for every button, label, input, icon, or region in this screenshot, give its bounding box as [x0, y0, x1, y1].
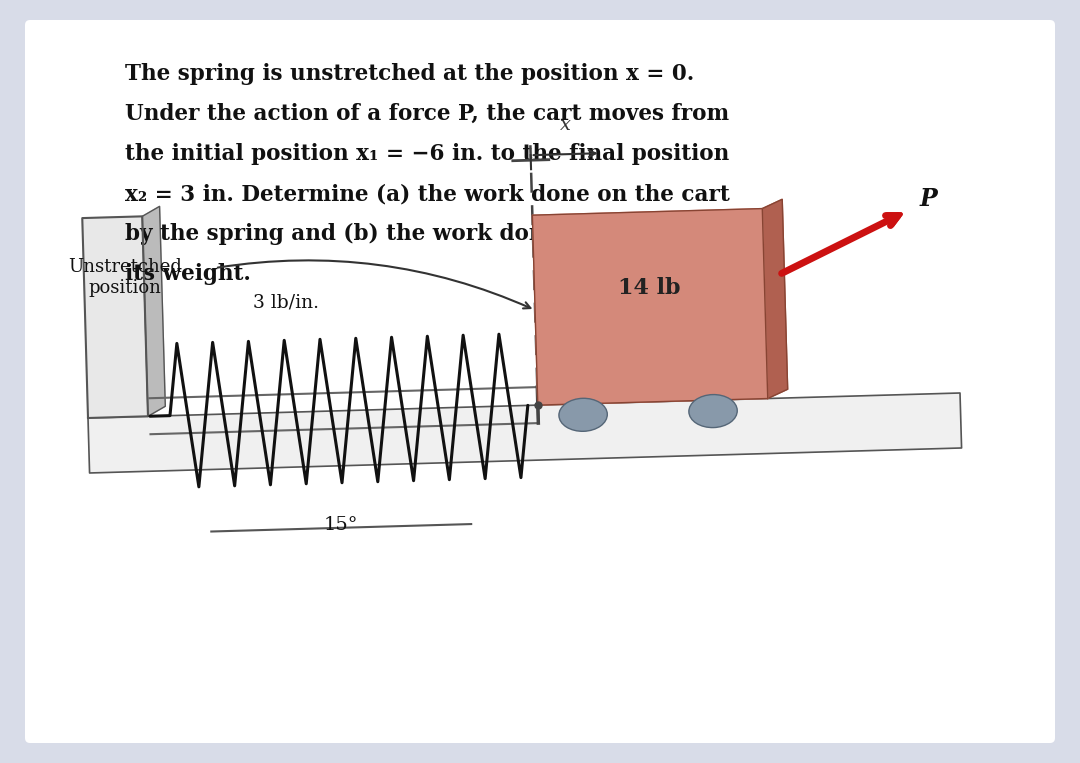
Text: x₂ = 3 in. Determine (a) the work done on the cart: x₂ = 3 in. Determine (a) the work done o…: [125, 183, 730, 205]
Polygon shape: [143, 206, 165, 417]
FancyBboxPatch shape: [25, 20, 1055, 743]
Text: 14 lb: 14 lb: [618, 277, 680, 299]
Polygon shape: [87, 393, 961, 473]
Polygon shape: [532, 208, 768, 405]
Text: 15°: 15°: [324, 516, 359, 534]
Text: P: P: [919, 187, 937, 211]
Text: 3 lb/in.: 3 lb/in.: [253, 293, 319, 311]
Text: its weight.: its weight.: [125, 263, 251, 285]
Text: x: x: [559, 116, 570, 134]
Ellipse shape: [689, 394, 738, 427]
Polygon shape: [82, 217, 148, 418]
Text: The spring is unstretched at the position x = 0.: The spring is unstretched at the positio…: [125, 63, 694, 85]
Text: the initial position x₁ = −6 in. to the final position: the initial position x₁ = −6 in. to the …: [125, 143, 729, 165]
Text: by the spring and (b) the work done on the cart by: by the spring and (b) the work done on t…: [125, 223, 733, 245]
Text: Unstretched
position: Unstretched position: [68, 258, 181, 297]
Ellipse shape: [559, 398, 607, 431]
Polygon shape: [762, 199, 787, 398]
Text: Under the action of a force P, the cart moves from: Under the action of a force P, the cart …: [125, 103, 729, 125]
